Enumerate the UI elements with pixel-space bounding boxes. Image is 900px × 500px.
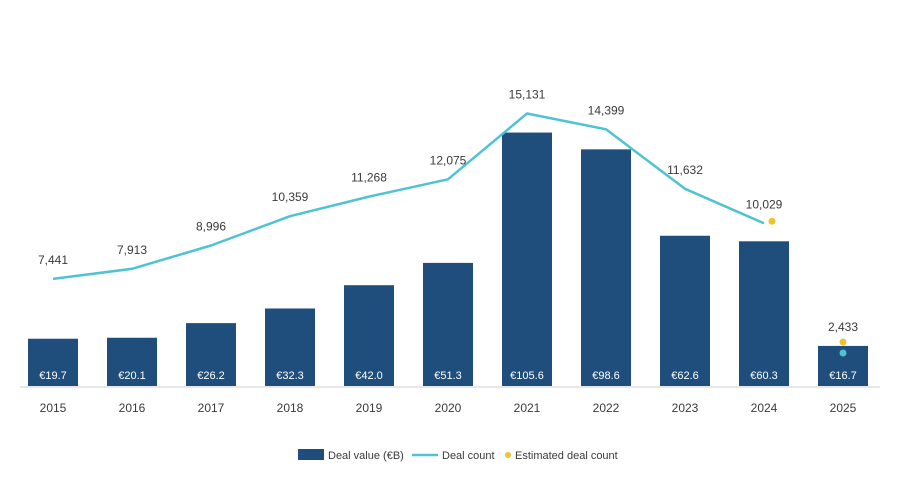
x-tick-2025: 2025 [830, 401, 857, 415]
bar-label-2023: €62.6 [671, 370, 699, 382]
bar-label-2024: €60.3 [750, 370, 778, 382]
legend-label-estimated: Estimated deal count [515, 450, 618, 462]
bar-label-group: €19.7 €20.1 €26.2 €32.3 €42.0 €51.3 €105.6 €98.… [39, 370, 857, 382]
bar-2022 [581, 149, 631, 386]
bar-2024 [739, 241, 789, 386]
x-tick-2024: 2024 [751, 401, 778, 415]
bar-2019 [344, 285, 394, 386]
x-tick-group: 2015 2016 2017 2018 2019 2020 2021 2022 2023 2024… [40, 401, 857, 415]
bar-2017 [186, 323, 236, 386]
count-label-2022: 14,399 [588, 103, 625, 117]
count-label-2017: 8,996 [196, 220, 226, 234]
bar-2016 [107, 337, 157, 386]
deal-count-point-2025 [839, 349, 847, 357]
estimated-marker-2024 [768, 217, 776, 225]
bar-2023 [660, 235, 710, 386]
bar-label-2022: €98.6 [592, 370, 620, 382]
bar-label-2025: €16.7 [829, 370, 857, 382]
x-tick-2020: 2020 [435, 401, 462, 415]
legend-swatch-deal-value [298, 449, 324, 460]
bar-label-2018: €32.3 [276, 370, 304, 382]
x-tick-2021: 2021 [514, 401, 541, 415]
bar-label-2016: €20.1 [118, 370, 146, 382]
x-tick-2022: 2022 [593, 401, 620, 415]
count-label-2023: 11,632 [667, 163, 703, 177]
count-label-2020: 12,075 [430, 153, 467, 167]
bar-label-2015: €19.7 [39, 370, 67, 382]
legend-swatch-estimated [505, 452, 511, 458]
x-tick-2015: 2015 [40, 401, 67, 415]
bar-2018 [265, 308, 315, 386]
bar-label-2020: €51.3 [434, 370, 462, 382]
count-label-2019: 11,268 [351, 171, 387, 185]
x-tick-2017: 2017 [198, 401, 225, 415]
count-label-2024: 10,029 [746, 197, 783, 211]
legend: Deal value (€B) Deal count Estimated dea… [298, 449, 618, 462]
bar-label-2019: €42.0 [355, 370, 383, 382]
x-tick-2023: 2023 [672, 401, 699, 415]
bar-2021 [502, 132, 552, 386]
count-label-2015: 7,441 [38, 253, 68, 267]
x-tick-2016: 2016 [119, 401, 146, 415]
legend-label-deal-value: Deal value (€B) [328, 450, 404, 462]
legend-label-deal-count: Deal count [442, 450, 495, 462]
bar-group [28, 132, 868, 386]
deal-count-line [52, 112, 765, 281]
estimated-marker-2025 [839, 338, 847, 346]
count-label-group: 7,441 7,913 8,996 10,359 11,268 12,075 15,131 1… [38, 88, 858, 335]
marker-group [768, 217, 847, 357]
x-tick-2019: 2019 [356, 401, 383, 415]
bar-2015 [28, 338, 78, 386]
count-label-2025: 2,433 [828, 320, 858, 334]
bar-2020 [423, 262, 473, 386]
bar-label-2017: €26.2 [197, 370, 225, 382]
bar-label-2021: €105.6 [510, 370, 544, 382]
count-label-2021: 15,131 [509, 88, 546, 102]
x-tick-2018: 2018 [277, 401, 304, 415]
count-label-2016: 7,913 [117, 243, 147, 257]
count-label-2018: 10,359 [272, 190, 309, 204]
